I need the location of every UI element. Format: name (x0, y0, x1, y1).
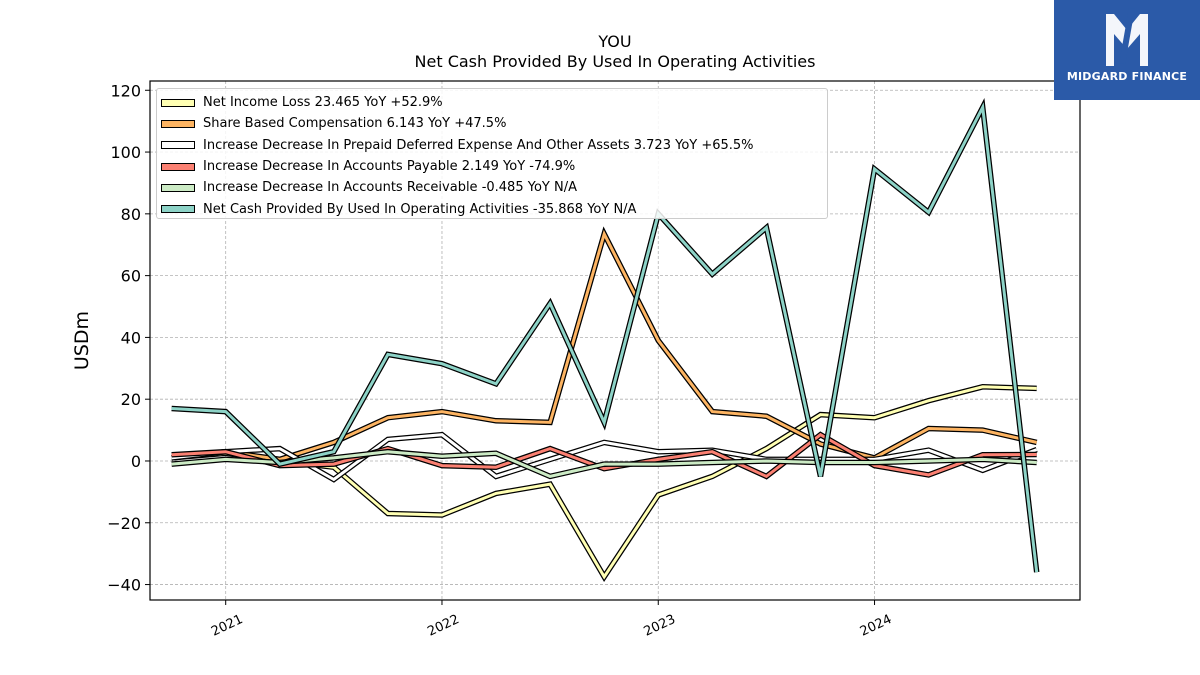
series-3 (171, 431, 1037, 480)
legend-label: Net Cash Provided By Used In Operating A… (203, 201, 637, 217)
legend-label: Increase Decrease In Accounts Payable 2.… (203, 159, 576, 175)
series-4 (171, 448, 1037, 480)
series-line (171, 433, 1038, 482)
legend-item: Increase Decrease In Prepaid Deferred Ex… (161, 135, 827, 156)
series-5 (171, 98, 1040, 573)
logo-text: MIDGARD FINANCE (1066, 70, 1188, 83)
legend-item: Increase Decrease In Accounts Payable 2.… (161, 156, 827, 177)
y-tick-label: 60 (121, 267, 141, 286)
y-tick-label: −20 (107, 514, 141, 533)
legend-label: Increase Decrease In Accounts Receivable… (203, 180, 577, 196)
y-axis: −40 −20 0 20 40 60 80 100 120 (107, 81, 150, 595)
legend-item: Net Cash Provided By Used In Operating A… (161, 198, 827, 219)
legend-swatch (161, 162, 195, 171)
plot-frame (149, 80, 1081, 601)
legend-item: Net Income Loss 23.465 YoY +52.9% (161, 92, 827, 113)
x-axis: 2021 2022 2023 2024 (209, 600, 894, 640)
y-tick-label: 80 (121, 205, 141, 224)
y-tick-label: 20 (121, 390, 141, 409)
y-tick-label: 100 (110, 143, 141, 162)
series-line (171, 229, 1038, 461)
logo-mark-icon (1106, 7, 1148, 66)
legend-swatch (161, 141, 195, 150)
series-line (171, 102, 1039, 573)
series-layer (171, 98, 1040, 583)
legend-item: Share Based Compensation 6.143 YoY +47.5… (161, 113, 827, 134)
legend-swatch (161, 205, 195, 214)
legend-item: Increase Decrease In Accounts Receivable… (161, 177, 827, 198)
legend-swatch (161, 183, 195, 192)
y-tick-label: 40 (121, 328, 141, 347)
x-tick-label: 2023 (642, 612, 678, 640)
x-tick-label: 2024 (858, 612, 894, 640)
legend-label: Increase Decrease In Prepaid Deferred Ex… (203, 137, 754, 153)
chart-title-ticker: YOU (598, 32, 632, 51)
y-tick-label: 120 (110, 81, 141, 100)
y-tick-label: −40 (107, 576, 141, 595)
chart-title: Net Cash Provided By Used In Operating A… (414, 52, 816, 71)
x-tick-label: 2022 (425, 612, 461, 640)
legend-swatch (161, 119, 195, 128)
legend-swatch (161, 98, 195, 107)
series-line (171, 432, 1037, 479)
y-axis-label: USDm (71, 311, 93, 370)
legend: Net Income Loss 23.465 YoY +52.9% Share B… (156, 88, 828, 219)
brand-logo: MIDGARD FINANCE (1054, 0, 1200, 100)
series-2 (171, 431, 1038, 483)
legend-label: Net Income Loss 23.465 YoY +52.9% (203, 95, 443, 111)
series-1 (171, 226, 1038, 463)
y-tick-label: 0 (131, 452, 141, 471)
series-line (171, 450, 1037, 478)
x-tick-label: 2021 (209, 612, 245, 640)
legend-label: Share Based Compensation 6.143 YoY +47.5… (203, 116, 507, 132)
